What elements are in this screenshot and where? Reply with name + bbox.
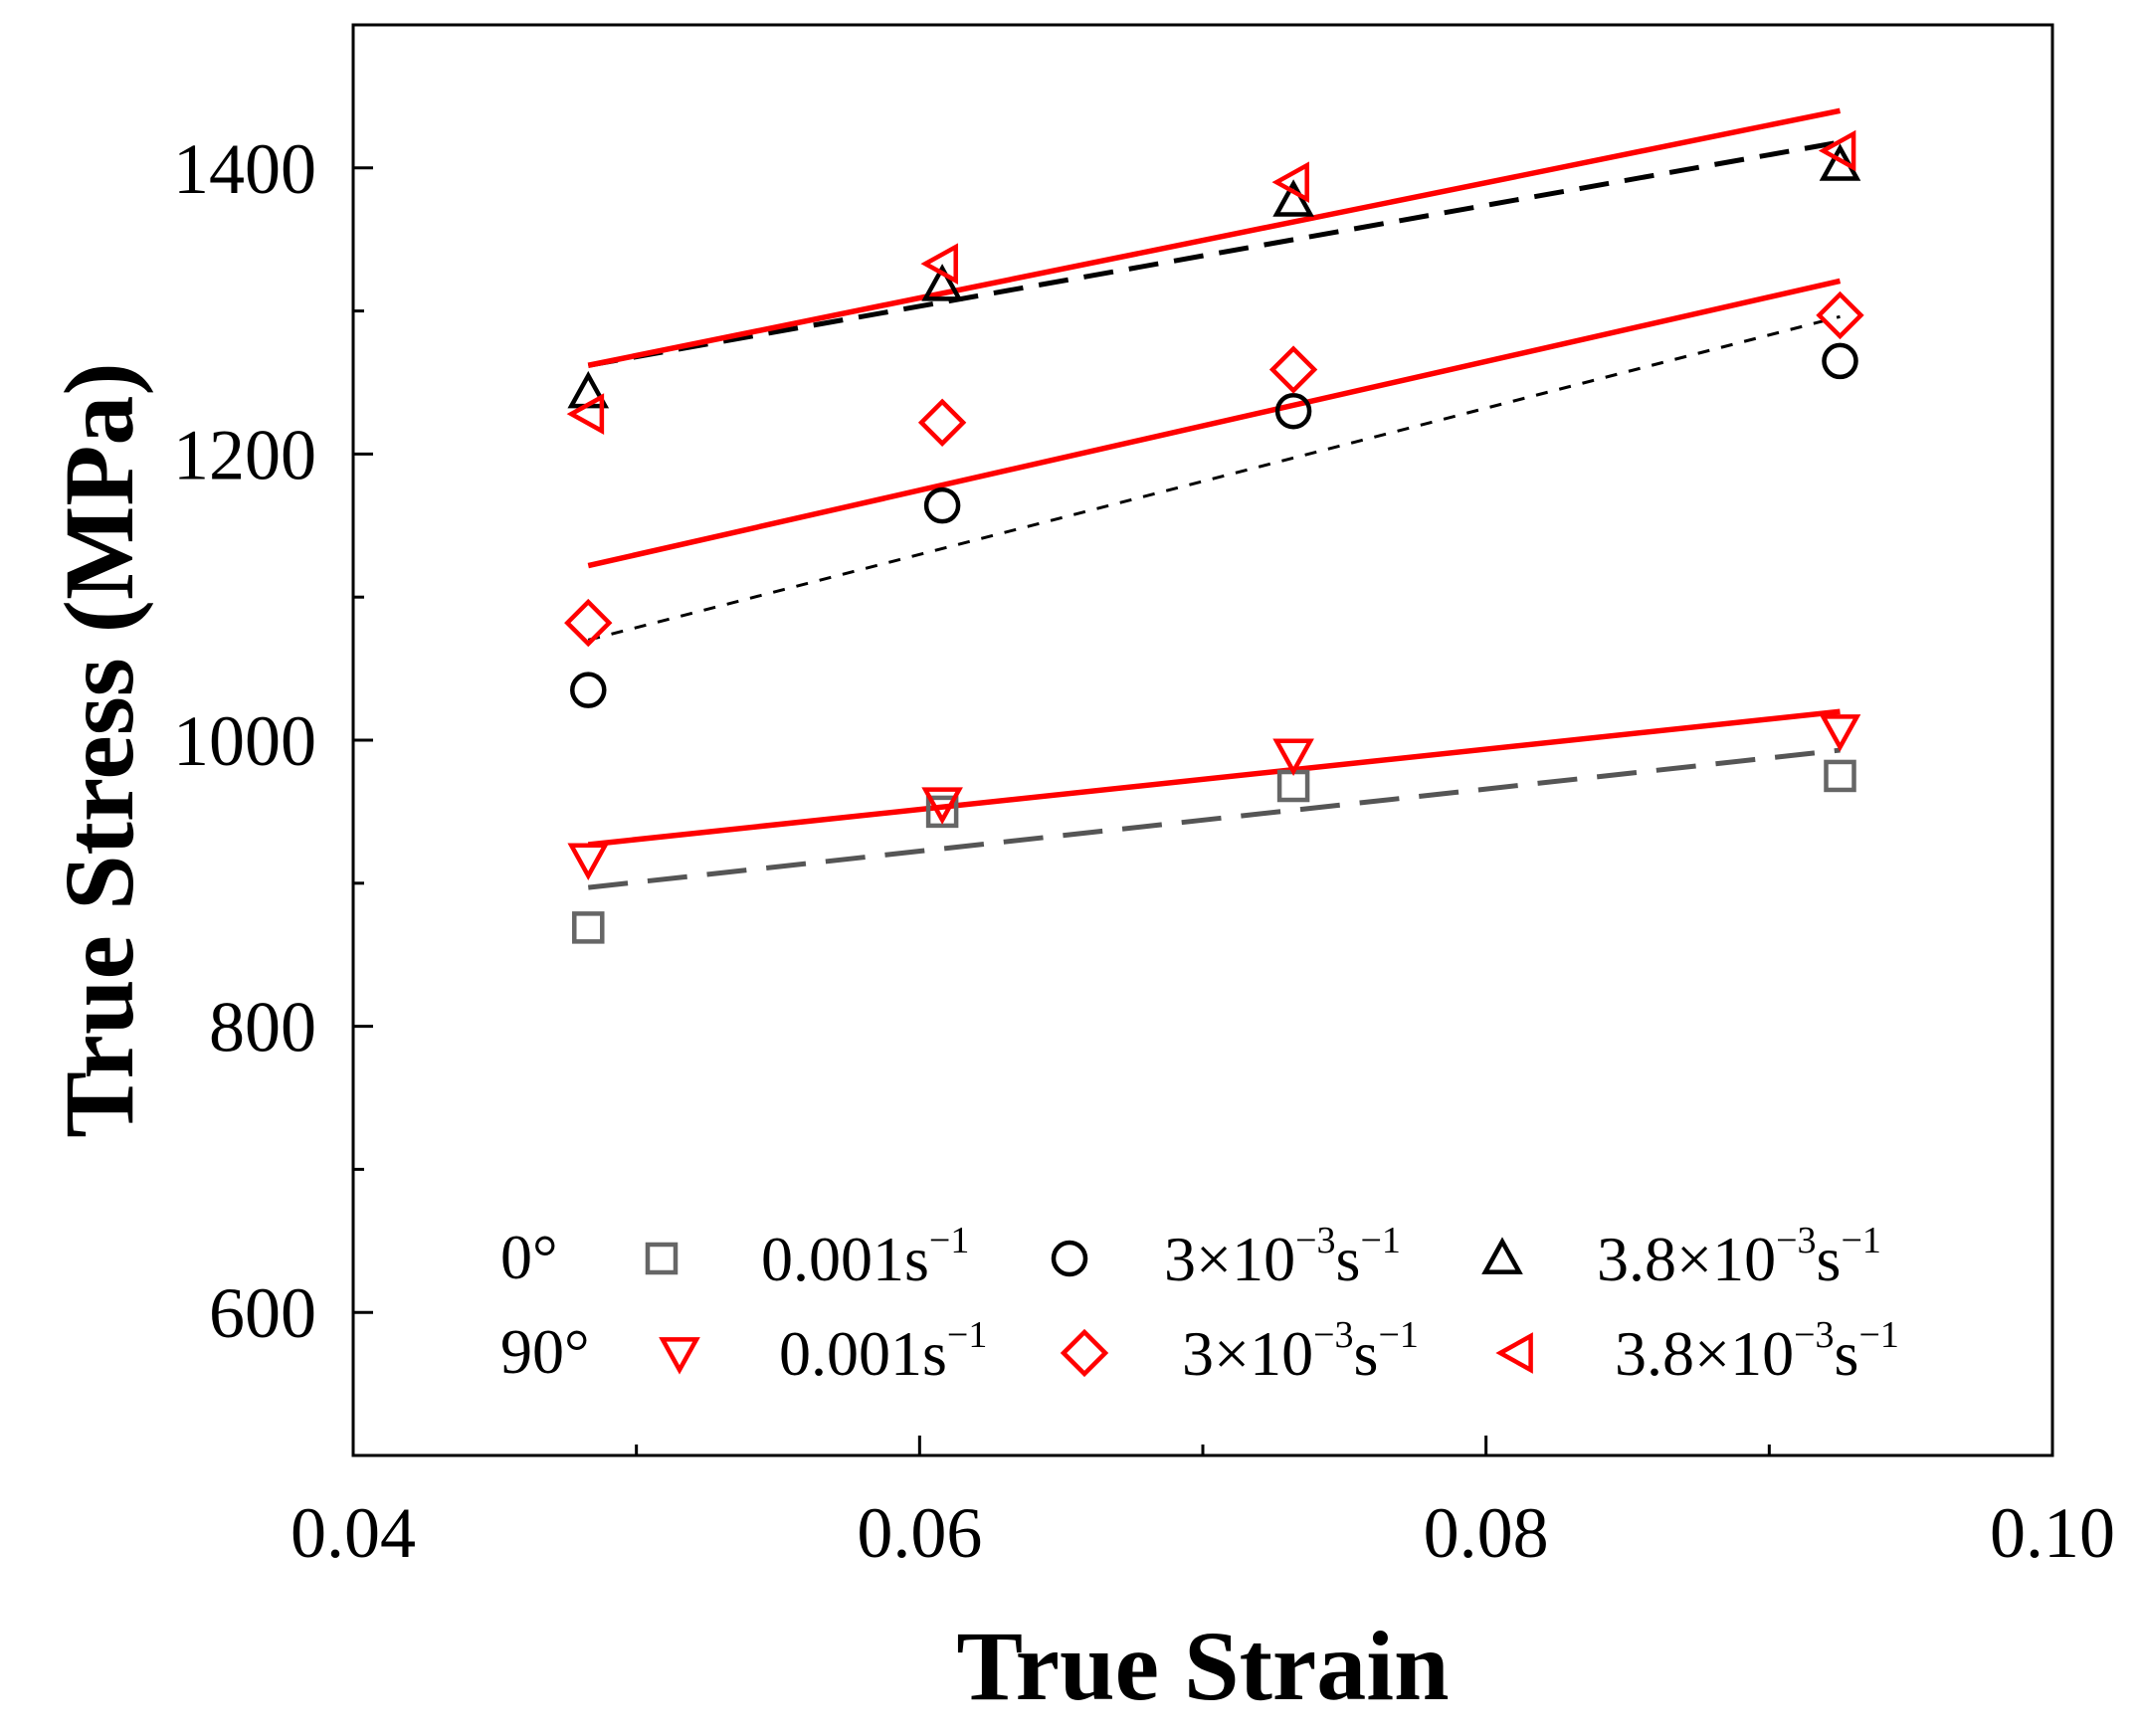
data-point-diamond [917, 398, 967, 447]
legend-marker-triangle-up [1481, 1237, 1523, 1274]
fit-line-0 [588, 747, 1841, 890]
data-point-diamond [1268, 345, 1318, 394]
data-point-circle [1822, 342, 1858, 380]
data-point-triangle-down [1272, 738, 1314, 777]
data-point-triangle-left [566, 393, 605, 435]
y-tick-label: 1400 [173, 129, 316, 209]
legend-row-label: 90° [500, 1316, 590, 1387]
data-point-square [1824, 759, 1856, 793]
fit-line-4 [587, 278, 1842, 569]
fit-line-3 [587, 708, 1841, 848]
fit-line-1 [587, 314, 1841, 642]
legend-marker-circle [1051, 1240, 1088, 1277]
data-point-triangle-down [567, 843, 610, 880]
data-point-triangle-up [921, 264, 963, 301]
legend-entry-label: 3×10−3s−1 [1182, 1314, 1419, 1389]
y-tick-label: 600 [209, 1273, 316, 1353]
x-tick-label: 0.08 [1424, 1493, 1549, 1573]
y-tick-label: 1000 [173, 701, 316, 781]
x-tick-label: 0.10 [1990, 1493, 2115, 1573]
data-point-circle [1274, 393, 1312, 430]
x-axis-title: True Strain [956, 1611, 1449, 1721]
fit-line-5 [587, 107, 1842, 368]
data-point-triangle-left [1271, 161, 1309, 204]
x-tick-label: 0.04 [291, 1493, 416, 1573]
data-markers [564, 129, 1864, 944]
y-tick-label: 1200 [173, 415, 316, 494]
data-point-circle [570, 672, 607, 708]
data-point-triangle-left [1818, 129, 1856, 172]
axis-ticks [351, 23, 2054, 1457]
data-point-square [1276, 769, 1310, 803]
legend-marker-triangle-down [659, 1337, 700, 1375]
legend-entry-label: 3.8×10−3s−1 [1597, 1220, 1881, 1294]
legend-marker-diamond [1060, 1328, 1109, 1378]
tick-labels: 0.04 0.06 0.08 0.10 600 800 1000 1200 1400 [173, 129, 2115, 1573]
data-point-triangle-up [1272, 179, 1314, 217]
data-point-triangle-down [1819, 714, 1861, 752]
fit-line-2 [587, 139, 1841, 368]
legend-entry-label: 0.001s−1 [761, 1220, 969, 1294]
data-point-triangle-down [921, 787, 963, 825]
data-point-diamond [1816, 290, 1864, 340]
legend-marker-triangle-left [1495, 1332, 1533, 1374]
legend-marker-square [645, 1242, 679, 1275]
fit-lines [587, 107, 1842, 890]
y-tick-label: 800 [209, 988, 316, 1067]
data-point-square [925, 795, 959, 829]
x-tick-label: 0.06 [857, 1493, 982, 1573]
legend: 0° 90° 0.001s−1 3×10−3s−1 3.8×10−3s−1 0.001s−… [500, 1220, 1899, 1389]
data-point-triangle-left [920, 243, 958, 285]
legend-entry-label: 3×10−3s−1 [1164, 1220, 1401, 1294]
legend-entry-label: 0.001s−1 [779, 1314, 987, 1389]
data-point-circle [923, 486, 961, 524]
legend-entry-label: 3.8×10−3s−1 [1615, 1314, 1899, 1389]
y-axis-title: True Stress (MPa) [44, 362, 154, 1137]
data-point-diamond [564, 598, 613, 648]
legend-row-label: 0° [500, 1222, 558, 1292]
data-point-square [572, 911, 605, 944]
